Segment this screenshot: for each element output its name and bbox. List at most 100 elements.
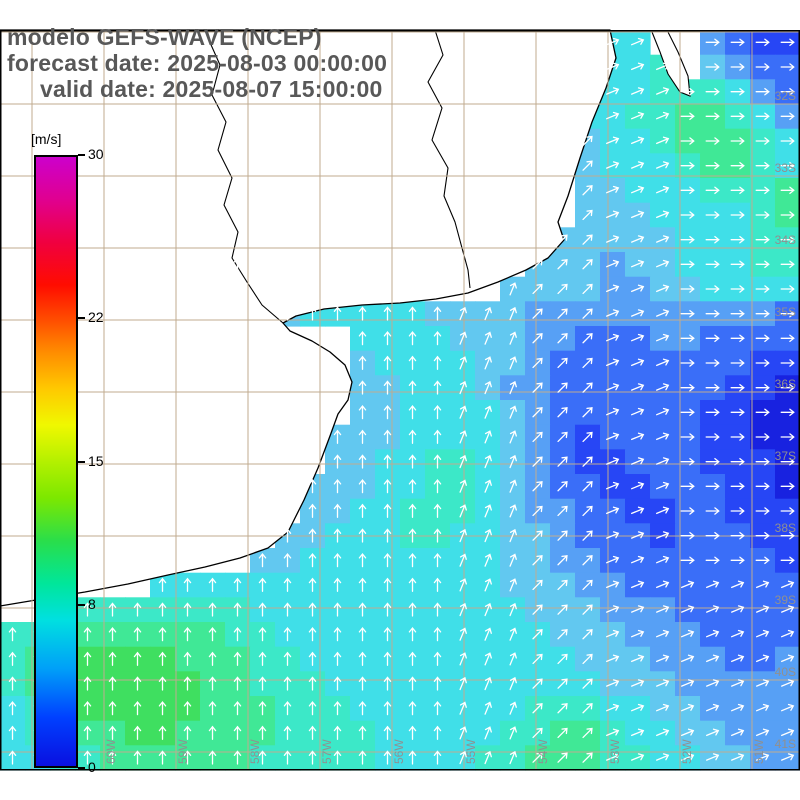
wind-arrow (484, 306, 492, 321)
wind-arrow (308, 528, 317, 543)
wind-arrow (233, 256, 242, 272)
wind-arrow (383, 626, 392, 642)
wind-arrow (433, 602, 442, 617)
wind-arrow (183, 725, 192, 740)
wind-arrow (582, 135, 593, 147)
wind-arrow (755, 531, 770, 540)
wind-arrow (705, 433, 720, 441)
wind-arrow (781, 679, 795, 687)
wind-arrow (459, 331, 467, 345)
wind-arrow (183, 602, 192, 617)
wind-arrow (606, 210, 620, 219)
lat-label: 33S (775, 161, 796, 175)
wind-arrow (233, 577, 242, 592)
wind-arrow (108, 602, 117, 617)
wind-arrow (383, 380, 392, 395)
wind-arrow (781, 728, 795, 737)
wind-arrow (780, 112, 795, 121)
wind-arrow (731, 605, 745, 613)
wind-arrow (133, 750, 142, 765)
wind-arrow (233, 676, 242, 691)
wind-arrow (8, 725, 17, 740)
wind-arrow (358, 306, 367, 321)
wind-arrow (706, 703, 720, 712)
wind-arrow (408, 355, 417, 370)
wind-arrow (408, 602, 417, 617)
wind-arrow (408, 478, 417, 494)
lon-label: 54W (536, 739, 550, 764)
wind-arrow (756, 703, 770, 712)
wind-arrow (484, 504, 492, 518)
wind-arrow (358, 602, 367, 617)
wind-arrow (383, 552, 392, 568)
wind-arrow (557, 407, 568, 418)
wind-arrow (730, 334, 745, 343)
wind-arrow (606, 284, 620, 293)
wind-arrow (582, 283, 593, 295)
wind-arrow (358, 380, 367, 395)
wind-arrow (780, 161, 795, 170)
wind-arrow (705, 556, 720, 565)
wind-arrow (532, 505, 543, 517)
wind-arrow (408, 306, 417, 321)
wind-arrow (308, 626, 317, 642)
wind-arrow (408, 528, 417, 543)
wind-arrow (755, 235, 770, 244)
wind-arrow (606, 358, 620, 367)
wind-arrow (532, 382, 543, 393)
wind-arrow (680, 87, 695, 96)
wind-arrow (133, 602, 142, 617)
wind-arrow (433, 725, 442, 740)
wind-arrow (656, 703, 670, 712)
wind-arrow (631, 210, 645, 219)
wind-arrow (509, 676, 517, 691)
wind-arrow (283, 651, 292, 666)
wind-arrow (631, 457, 645, 465)
wind-arrow (781, 703, 795, 712)
wind-arrow (781, 580, 795, 589)
wind-arrow (755, 112, 770, 121)
wind-arrow (582, 530, 593, 541)
wind-arrow (459, 454, 467, 469)
wind-arrow (108, 750, 117, 765)
wind-arrow (681, 580, 695, 589)
wind-arrow (333, 454, 342, 469)
wind-arrow (358, 503, 367, 518)
wind-arrow (108, 676, 117, 691)
wind-arrow (582, 653, 593, 665)
lat-label: 40S (775, 665, 796, 679)
wind-arrow (631, 62, 645, 71)
wind-arrow (557, 703, 568, 714)
wind-arrow (459, 430, 467, 444)
wind-arrow (780, 457, 795, 466)
wind-arrow (433, 306, 442, 321)
wind-arrow (606, 728, 620, 737)
wind-arrow (459, 602, 467, 617)
wind-arrow (183, 750, 192, 765)
wind-arrow (631, 432, 645, 441)
wind-arrow (756, 629, 770, 638)
wind-arrow (606, 481, 620, 490)
wind-arrow (557, 357, 568, 369)
wind-arrow (755, 309, 770, 318)
wind-arrow (258, 577, 267, 592)
wind-arrow (358, 725, 367, 740)
wind-arrow (756, 654, 770, 663)
wind-arrow (308, 676, 317, 691)
wind-arrow (383, 577, 392, 592)
wind-arrow (408, 380, 417, 395)
wind-arrow (705, 87, 720, 96)
colorbar-gradient (36, 157, 76, 766)
wind-arrow (730, 63, 745, 71)
wind-arrow (656, 654, 670, 663)
wind-arrow (756, 605, 770, 613)
wind-arrow (208, 626, 217, 642)
wind-arrow (532, 456, 543, 467)
wind-arrow (532, 579, 543, 591)
wind-arrow (433, 330, 442, 346)
wind-arrow (557, 629, 568, 640)
wind-arrow (755, 507, 770, 515)
wind-arrow (606, 383, 620, 391)
wind-arrow (509, 331, 517, 345)
